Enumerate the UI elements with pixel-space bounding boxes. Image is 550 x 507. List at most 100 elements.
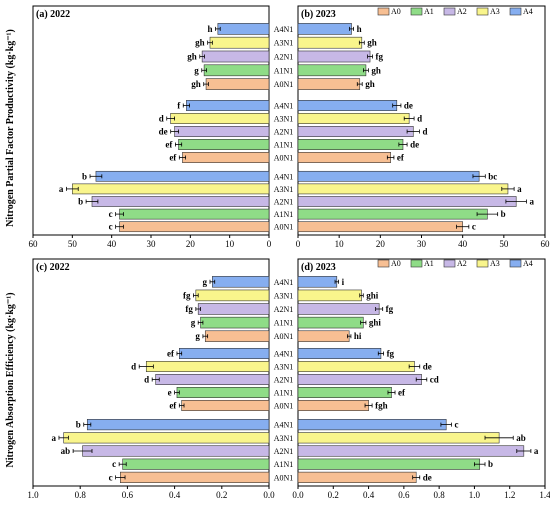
panel-1: (b) 2023 0 10 20 30 40 50 60 h A4N1 gh A3N1 fg A2N1 gh… (274, 5, 550, 249)
category-label: A3N1 (274, 39, 294, 48)
significance-label: gh (365, 79, 375, 89)
bar (297, 113, 410, 125)
bar (197, 303, 270, 315)
category-label: A3N1 (274, 291, 294, 300)
bar (86, 419, 270, 431)
bar (297, 399, 369, 411)
category-label: A4N1 (274, 278, 294, 287)
significance-label: ef (169, 401, 177, 411)
bar (122, 458, 270, 470)
legend-label: A1 (424, 259, 434, 268)
category-label: A4N1 (274, 421, 294, 430)
significance-label: ghi (366, 290, 379, 300)
significance-label: hi (354, 331, 362, 341)
significance-label: e (168, 388, 172, 398)
bar (297, 289, 362, 302)
category-label: A1N1 (274, 141, 294, 150)
significance-label: c (454, 420, 458, 430)
x-tick-label: 40 (458, 239, 468, 249)
legend-label: A3 (490, 259, 500, 268)
bar (297, 64, 367, 77)
bar (297, 50, 371, 63)
significance-label: c (472, 222, 476, 232)
x-tick-label: 10 (225, 239, 235, 249)
panel-title: (d) 2023 (301, 262, 336, 273)
significance-label: bc (488, 171, 497, 181)
legend-label: A0 (391, 259, 401, 268)
significance-label: gh (191, 79, 201, 89)
plot-frame (297, 258, 546, 487)
bar (297, 419, 447, 431)
bar (297, 23, 352, 35)
legend-label: A2 (457, 259, 467, 268)
category-label: A3N1 (274, 363, 294, 372)
significance-label: c (109, 222, 113, 232)
bar (95, 170, 270, 182)
x-tick-label: 1.0 (27, 490, 39, 500)
category-label: A0N1 (274, 223, 294, 232)
significance-label: g (194, 65, 199, 75)
bar (203, 64, 270, 77)
bar (82, 445, 270, 457)
x-tick-label: 1.0 (469, 490, 481, 500)
bar (186, 100, 270, 112)
significance-label: b (76, 420, 81, 430)
bar (297, 458, 481, 470)
significance-label: h (207, 24, 212, 34)
significance-label: d (159, 114, 164, 124)
bar (297, 100, 398, 112)
legend-label: A3 (490, 7, 500, 16)
x-tick-label: 0.6 (398, 490, 410, 500)
bar (176, 386, 270, 398)
category-label: A0N1 (274, 154, 294, 163)
category-label: A0N1 (274, 332, 294, 341)
legend-swatch (377, 7, 390, 16)
category-label: A2N1 (274, 53, 294, 62)
significance-label: de (423, 472, 432, 482)
panel-title: (b) 2023 (301, 9, 336, 20)
significance-label: g (191, 318, 196, 328)
category-label: A2N1 (274, 447, 294, 456)
plot-frame (32, 258, 270, 487)
bar (297, 347, 382, 359)
category-label: A0N1 (274, 80, 294, 89)
legend-swatch (410, 7, 423, 16)
significance-label: d (131, 362, 136, 372)
legend-swatch (476, 7, 489, 16)
significance-label: a (534, 446, 539, 456)
legend-label: A1 (424, 7, 434, 16)
legend-label: A4 (523, 259, 533, 268)
y-axis-label-bottom: Nitrogen Absorption Efficiency (kg·kg⁻¹) (5, 292, 16, 467)
category-label: A4N1 (274, 25, 294, 34)
bar (201, 50, 270, 63)
category-label: A2N1 (274, 305, 294, 314)
bar (181, 399, 270, 411)
legend-swatch (410, 259, 423, 268)
significance-label: ef (165, 140, 173, 150)
category-label: A3N1 (274, 434, 294, 443)
x-tick-label: 1.4 (539, 490, 550, 500)
significance-label: a (51, 433, 56, 443)
category-label: A2N1 (274, 128, 294, 137)
significance-label: f (177, 101, 181, 111)
significance-label: de (423, 362, 432, 372)
panel-3: (d) 2023 0.0 0.2 0.4 0.6 0.8 1.0 1.2 1.4 i A4N1 ghi… (274, 258, 550, 500)
bar (72, 183, 270, 195)
significance-label: gh (371, 65, 381, 75)
bar (297, 208, 488, 220)
significance-label: gh (195, 38, 205, 48)
category-label: A3N1 (274, 185, 294, 194)
bar (297, 360, 415, 372)
significance-label: a (517, 184, 522, 194)
legend-label: A4 (523, 7, 533, 16)
panel-title: (a) 2022 (36, 9, 70, 20)
bar (297, 432, 500, 444)
bar (297, 152, 391, 164)
bar (119, 208, 270, 220)
x-tick-label: 0.6 (122, 490, 134, 500)
category-label: A4N1 (274, 350, 294, 359)
significance-label: g (195, 331, 200, 341)
legend-label: A0 (391, 7, 401, 16)
